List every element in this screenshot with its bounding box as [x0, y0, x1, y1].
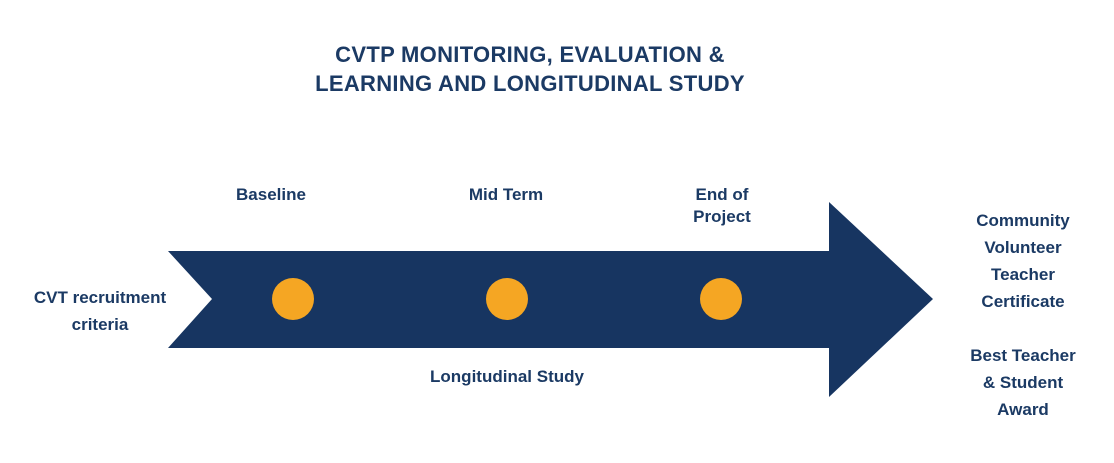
certificate-line-4: Certificate [981, 292, 1065, 311]
award-label: Best Teacher & Student Award [947, 342, 1099, 423]
mid-term-dot [486, 278, 528, 320]
end-of-project-label: End of Project [665, 184, 779, 228]
award-line-2: & Student [982, 373, 1064, 392]
baseline-text: Baseline [236, 185, 306, 204]
title-line-2: LEARNING AND LONGITUDINAL STUDY [315, 71, 745, 96]
recruitment-criteria-label: CVT recruitment criteria [14, 284, 186, 338]
end-of-project-dot [700, 278, 742, 320]
certificate-line-3: Teacher [991, 265, 1055, 284]
mid-term-label: Mid Term [446, 184, 566, 206]
recruitment-criteria-line-1: CVT recruitment [33, 288, 167, 307]
certificate-line-2: Volunteer [984, 238, 1062, 257]
mid-term-text: Mid Term [468, 185, 544, 204]
end-of-project-line-1: End of [695, 185, 749, 204]
certificate-label: Community Volunteer Teacher Certificate [947, 207, 1099, 315]
recruitment-criteria-line-2: criteria [71, 315, 129, 334]
diagram-title: CVTP MONITORING, EVALUATION & LEARNING A… [0, 40, 1060, 98]
baseline-label: Baseline [213, 184, 329, 206]
award-line-1: Best Teacher [970, 346, 1076, 365]
end-of-project-line-2: Project [693, 207, 751, 226]
arrow-shape [168, 202, 933, 397]
longitudinal-study-text: Longitudinal Study [430, 367, 584, 386]
baseline-dot [272, 278, 314, 320]
award-line-3: Award [997, 400, 1049, 419]
certificate-line-1: Community [976, 211, 1070, 230]
title-line-1: CVTP MONITORING, EVALUATION & [335, 42, 725, 67]
longitudinal-study-label: Longitudinal Study [397, 366, 617, 388]
